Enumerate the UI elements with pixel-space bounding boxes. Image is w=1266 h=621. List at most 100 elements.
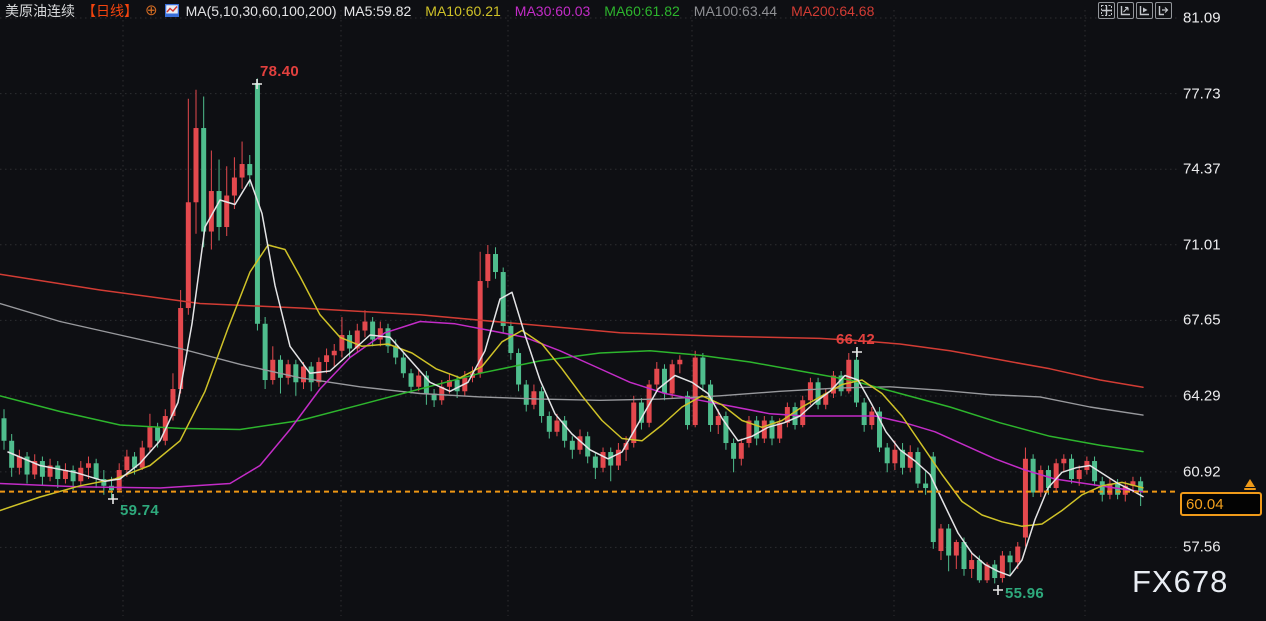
chart-play-icon[interactable] (1136, 2, 1153, 19)
candle-body (339, 335, 345, 351)
candle-body (147, 427, 153, 448)
axis-tick-label: 60.92 (1183, 463, 1221, 481)
candle-body (116, 470, 122, 491)
candle-body (1045, 470, 1051, 489)
candle-body (708, 384, 714, 426)
candle-body (715, 416, 721, 426)
ma-line-ma5 (7, 179, 1144, 577)
candle-body (331, 350, 337, 356)
axis-tick-label: 57.56 (1183, 538, 1221, 556)
candle-body (285, 364, 291, 378)
candle-body (377, 328, 383, 340)
price-annotation: 78.40 (260, 63, 300, 80)
candle-body (569, 440, 575, 450)
candle-body (39, 461, 45, 477)
candle-body (231, 177, 237, 196)
candle-body (946, 528, 952, 556)
candle-body (807, 382, 813, 401)
candle-body (1053, 463, 1059, 489)
last-price-value: 60.04 (1186, 495, 1224, 513)
candle-body (623, 443, 629, 450)
candle-body (185, 202, 191, 309)
candle-body (1115, 483, 1121, 495)
candle-body (815, 382, 821, 405)
cross-marker (108, 494, 118, 504)
chart-axes-icon[interactable] (1117, 2, 1134, 19)
axis-tick-label: 64.29 (1183, 387, 1221, 405)
candle-body (1107, 483, 1113, 495)
candle-body (454, 380, 460, 392)
candle-body (393, 346, 399, 358)
candle-body (892, 449, 898, 464)
candle-body (969, 560, 975, 570)
candle-body (769, 420, 775, 439)
candle-body (93, 463, 99, 480)
candle-body (731, 443, 737, 459)
candle-body (846, 359, 852, 392)
candle-body (692, 357, 698, 426)
crosshair-icon[interactable] (1098, 2, 1115, 19)
candle-body (254, 83, 260, 324)
candle-body (400, 357, 406, 374)
candle-body (193, 128, 199, 203)
candle-body (270, 359, 276, 381)
candle-body (577, 436, 583, 450)
candle-body (738, 443, 744, 459)
candle-body (516, 353, 522, 385)
candle-body (1022, 458, 1028, 538)
candle-body (677, 359, 683, 365)
candle-body (508, 326, 514, 354)
candle-body (1038, 470, 1044, 493)
candle-body (869, 411, 875, 426)
candle-body (1099, 481, 1105, 495)
candle-body (631, 402, 637, 444)
candle-body (16, 456, 22, 468)
candle-body (216, 191, 222, 228)
candle-body (124, 456, 130, 471)
candle-body (1076, 470, 1082, 480)
candle-body (208, 191, 214, 232)
candle-body (408, 373, 414, 387)
candle-body (615, 449, 621, 466)
candle-body (523, 384, 529, 405)
symbol-title: 美原油连续 (5, 2, 75, 19)
price-annotation: 59.74 (120, 502, 160, 519)
candle-body (439, 386, 445, 401)
candle-body (1015, 546, 1021, 563)
plus-circle-icon[interactable]: ⊕ (145, 1, 158, 19)
candle-body (416, 375, 422, 387)
candle-body (554, 420, 560, 432)
candle-body (562, 420, 568, 441)
candle-body (585, 436, 591, 457)
candle-body (101, 479, 107, 486)
candle-body (531, 391, 537, 405)
candle-body (938, 528, 944, 552)
candle-body (139, 447, 145, 468)
ma-line-ma100 (0, 302, 1144, 416)
export-arrow-icon[interactable] (1155, 2, 1172, 19)
cross-marker (852, 347, 862, 357)
candle-body (930, 456, 936, 543)
candle-body (907, 452, 913, 468)
candle-body (32, 461, 38, 475)
mini-chart-icon (164, 3, 179, 18)
candle-body (85, 463, 91, 468)
candle-body (324, 355, 330, 363)
candle-body (600, 452, 606, 468)
candle-body (132, 456, 138, 468)
axis-tick-label: 74.37 (1183, 160, 1221, 178)
candle-body (823, 393, 829, 405)
ma-readout-3: MA60:61.82 (604, 2, 680, 19)
candle-body (923, 483, 929, 489)
candle-body (1122, 485, 1128, 495)
candle-body (477, 281, 483, 374)
candle-body (992, 564, 998, 579)
ma-settings-label: MA(5,10,30,60,100,200) (185, 2, 337, 19)
candle-body (1007, 555, 1013, 563)
candle-body (608, 452, 614, 466)
price-annotation: 66.42 (836, 331, 876, 348)
candle-body (976, 560, 982, 581)
candle-body (431, 393, 437, 401)
price-alert-arrow-icon (1242, 478, 1258, 492)
